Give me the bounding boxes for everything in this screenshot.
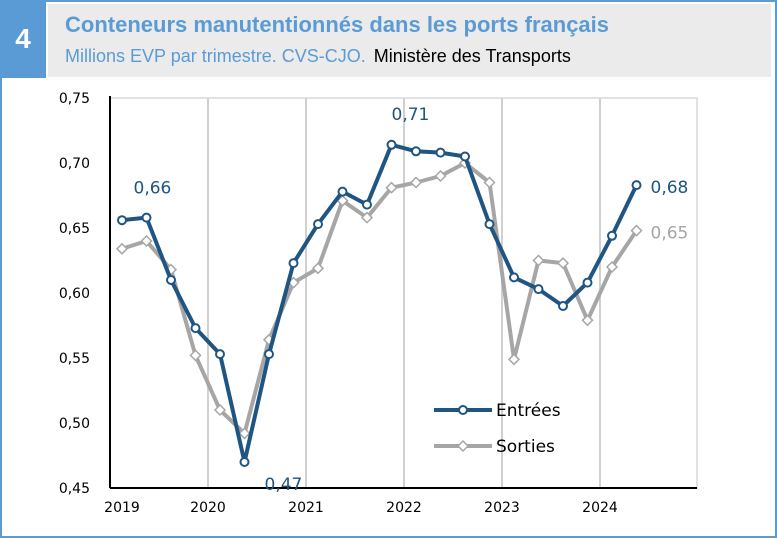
chart-number: 4 [0, 0, 46, 78]
x-tick-label: 2022 [386, 500, 422, 516]
data-point [533, 284, 544, 295]
data-point [115, 242, 129, 255]
chart-title: Conteneurs manutentionnés dans les ports… [65, 12, 610, 37]
data-point [507, 353, 521, 366]
data-point [215, 349, 225, 360]
legend-marker [458, 405, 468, 415]
legend-label: Entrées [496, 401, 561, 421]
data-label: 0,66 [134, 179, 172, 199]
data-point [483, 176, 496, 189]
y-tick-label: 0,70 [59, 156, 90, 172]
y-tick-label: 0,55 [59, 351, 90, 367]
x-tick-label: 2023 [484, 500, 520, 516]
data-label: 0,65 [651, 224, 689, 244]
data-point [532, 254, 545, 267]
data-point [140, 234, 153, 248]
legend-marker [456, 439, 470, 453]
data-point [409, 176, 423, 189]
data-point [313, 219, 323, 230]
chart-subtitle: Millions EVP par trimestre. CVS-CJO. Mini… [65, 46, 571, 67]
data-point [189, 349, 202, 362]
series-line-entrees [121, 142, 639, 464]
series-line-sorties [121, 161, 639, 436]
data-point [190, 323, 201, 334]
data-point [311, 262, 325, 275]
chart-header: Conteneurs manutentionnés dans les ports… [48, 4, 771, 77]
data-point [558, 301, 568, 311]
data-point [141, 212, 152, 223]
data-point [484, 219, 495, 230]
data-point [288, 258, 299, 269]
data-label: 0,68 [651, 178, 689, 198]
subtitle-text: Millions EVP par trimestre. CVS-CJO. [65, 46, 366, 66]
data-point [239, 457, 250, 467]
data-point [213, 403, 227, 417]
data-point [360, 211, 374, 224]
data-point [117, 215, 127, 226]
data-point [411, 146, 421, 157]
x-tick-label: 2020 [190, 500, 226, 516]
data-point [238, 427, 251, 440]
data-point [607, 230, 617, 241]
x-tick-label: 2024 [582, 500, 618, 516]
data-point [631, 180, 642, 191]
data-point [605, 260, 619, 274]
data-point [434, 169, 447, 183]
data-point [460, 151, 470, 162]
y-tick-label: 0,60 [59, 286, 90, 302]
data-point [264, 349, 274, 360]
x-tick-label: 2021 [288, 500, 324, 516]
data-point [582, 277, 593, 288]
y-tick-label: 0,75 [59, 91, 90, 107]
data-point [362, 199, 372, 210]
y-tick-label: 0,50 [59, 416, 90, 432]
data-point [385, 181, 398, 194]
data-label: 0,71 [392, 105, 430, 125]
data-point [166, 275, 176, 285]
data-label: 0,47 [265, 475, 303, 495]
legend-label: Sorties [496, 437, 555, 457]
data-point [337, 186, 348, 197]
data-point [509, 272, 519, 283]
data-point [556, 257, 570, 270]
x-tick-label: 2019 [104, 500, 140, 516]
data-point [386, 139, 397, 150]
data-point [581, 314, 594, 327]
y-tick-label: 0,45 [59, 481, 90, 497]
data-point [435, 147, 446, 158]
y-tick-label: 0,65 [59, 221, 90, 237]
data-point [630, 224, 643, 237]
source-text: Ministère des Transports [373, 46, 571, 66]
